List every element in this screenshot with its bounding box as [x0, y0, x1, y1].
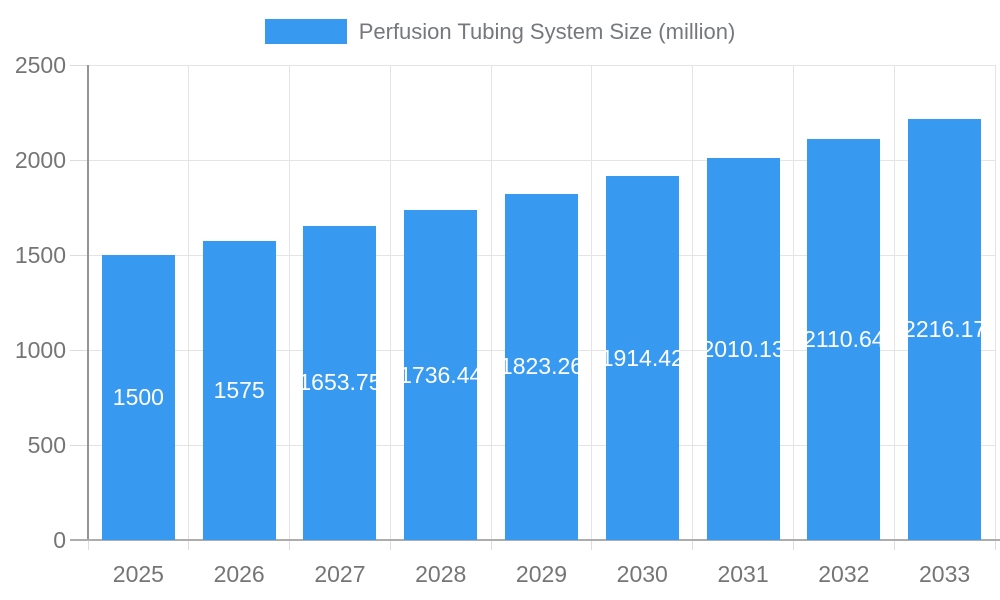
y-tick-label: 1500: [14, 241, 66, 268]
legend-swatch[interactable]: [264, 19, 347, 44]
x-tick-label: 2028: [415, 561, 467, 587]
x-tick-mark: [289, 540, 291, 550]
x-gridline: [792, 65, 794, 540]
x-gridline: [389, 65, 391, 540]
bar[interactable]: [101, 255, 175, 540]
x-tick-label: 2026: [213, 561, 265, 587]
y-tick-label: 2000: [14, 146, 66, 173]
x-tick-label: 2033: [919, 561, 971, 587]
legend-label: Perfusion Tubing System Size (million): [358, 19, 736, 44]
x-tick-mark: [188, 540, 190, 550]
x-tick-mark: [692, 540, 694, 550]
x-gridline: [893, 65, 895, 540]
y-gridline: [88, 159, 995, 161]
x-tick-mark: [893, 540, 895, 550]
bar[interactable]: [303, 225, 377, 540]
y-tick-mark: [70, 444, 88, 446]
y-tick-mark: [70, 254, 88, 256]
x-tick-label: 2025: [112, 561, 164, 587]
y-tick-label: 1000: [14, 336, 66, 363]
x-gridline: [289, 65, 291, 540]
x-tick-mark: [591, 540, 593, 550]
bar[interactable]: [404, 210, 478, 540]
bar[interactable]: [505, 193, 578, 540]
bar[interactable]: [908, 118, 982, 540]
x-tick-label: 2032: [818, 561, 870, 587]
x-gridline: [994, 65, 996, 540]
bar[interactable]: [706, 158, 780, 540]
y-gridline: [88, 64, 995, 66]
x-tick-label: 2030: [616, 561, 668, 587]
x-gridline: [591, 65, 593, 540]
bar[interactable]: [202, 240, 276, 540]
x-tick-label: 2031: [717, 561, 769, 587]
x-axis-line: [70, 539, 1000, 541]
y-tick-label: 500: [27, 431, 66, 458]
x-tick-label: 2029: [515, 561, 568, 587]
bar[interactable]: [605, 176, 679, 540]
x-gridline: [188, 65, 190, 540]
x-tick-mark: [994, 540, 996, 550]
x-tick-mark: [792, 540, 794, 550]
legend-item[interactable]: Perfusion Tubing System Size (million): [0, 19, 1000, 44]
y-tick-mark: [70, 159, 88, 161]
x-tick-mark: [389, 540, 391, 550]
bar[interactable]: [807, 138, 881, 540]
y-tick-label: 0: [53, 526, 66, 553]
y-axis-line: [87, 65, 89, 540]
y-tick-label: 2500: [14, 51, 66, 78]
x-gridline: [490, 65, 492, 540]
x-tick-mark: [490, 540, 492, 550]
y-tick-mark: [70, 349, 88, 351]
y-tick-mark: [70, 64, 88, 66]
x-tick-label: 2027: [314, 561, 366, 587]
x-tick-mark: [87, 540, 89, 550]
x-gridline: [692, 65, 694, 540]
